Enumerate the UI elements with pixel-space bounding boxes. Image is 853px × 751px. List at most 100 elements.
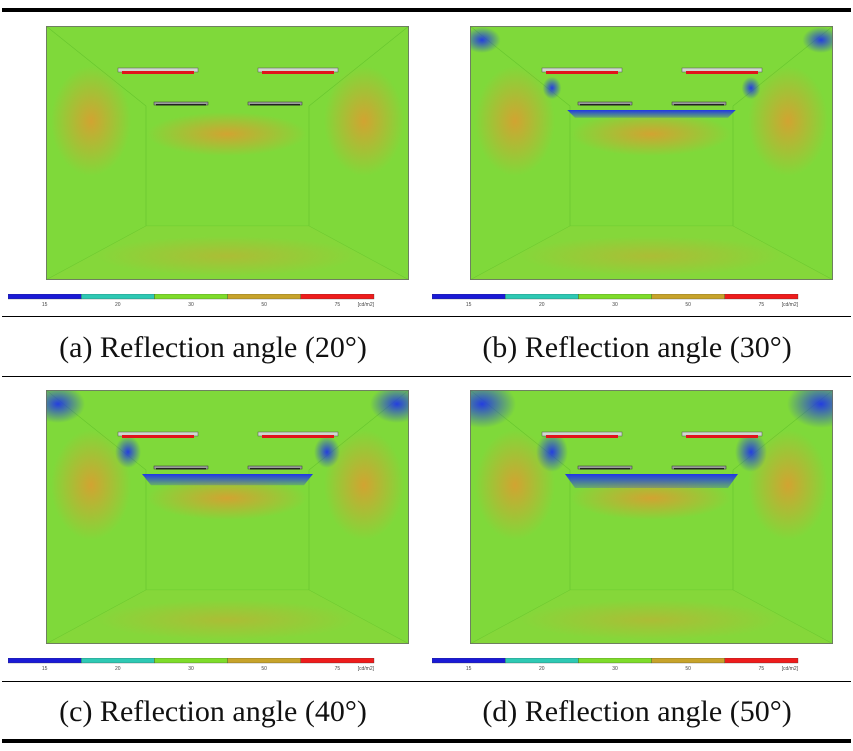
colorbar-seg-a-2 — [154, 294, 228, 300]
blue-band-b — [567, 110, 736, 118]
colorbar-seg-d-4 — [724, 658, 799, 664]
blue-corner-tr-d — [787, 390, 833, 428]
fixture-bottom-dark-d-0 — [580, 468, 630, 470]
separator-rule-1 — [2, 316, 851, 317]
colorbar-c: 15 20 30 50 75 [cd/m2] — [8, 658, 375, 672]
render-border-a — [46, 26, 409, 280]
glow-floor-b — [521, 236, 781, 276]
fixtures-d — [541, 431, 763, 470]
colorbar-unit-c: [cd/m2] — [358, 666, 375, 672]
colorbar-tick-a-4: 75 — [335, 302, 341, 308]
glow-floor-a — [97, 236, 357, 276]
blue-band-c — [142, 474, 313, 486]
fixture-bottom-dark-c-1 — [250, 468, 300, 470]
fixture-top-red-b-1 — [686, 71, 758, 74]
glow-back-c — [147, 476, 307, 520]
caption-b: (b) Reflection angle (30°) — [482, 331, 792, 364]
fixture-top-red-b-0 — [546, 71, 618, 74]
fixture-top-red-c-0 — [122, 435, 194, 438]
colorbar-seg-a-1 — [81, 294, 155, 300]
render-d — [470, 390, 833, 644]
top-rule — [2, 8, 851, 12]
separator-rule-2 — [2, 376, 851, 377]
colorbar-tick-a-2: 30 — [188, 302, 194, 308]
colorbar-seg-c-2 — [154, 658, 228, 664]
blue-corner-tl-c — [46, 390, 85, 423]
colorbar-seg-c-4 — [300, 658, 375, 664]
colorbar-seg-d-2 — [578, 658, 652, 664]
blue-wall-l-c — [115, 436, 141, 468]
colorbar-tick-c-2: 30 — [188, 666, 194, 672]
colorbar-seg-d-3 — [651, 658, 725, 664]
glow-right-d — [748, 430, 828, 540]
panel-d: 15 20 30 50 75 [cd/m2] — [424, 378, 850, 678]
blue-corner-tr-b — [802, 27, 833, 53]
fixtures-c — [117, 431, 339, 470]
colorbar-tick-d-3: 50 — [685, 666, 691, 672]
bottom-rule — [2, 739, 851, 743]
fixture-bottom-dark-b-1 — [674, 104, 724, 106]
panel-b: 15 20 30 50 75 [cd/m2] — [424, 14, 850, 314]
colorbar-tick-a-0: 15 — [42, 302, 48, 308]
glow-floor-c — [97, 600, 357, 640]
blue-wall-r-b — [741, 76, 761, 100]
colorbar-seg-b-4 — [724, 294, 799, 300]
colorbar-tick-d-1: 20 — [539, 666, 545, 672]
colorbar-seg-b-3 — [651, 294, 725, 300]
caption-a: (a) Reflection angle (20°) — [59, 331, 367, 364]
panel-c: 15 20 30 50 75 [cd/m2] — [0, 378, 426, 678]
render-border-b — [470, 26, 833, 280]
blue-wall-l-b — [542, 76, 562, 100]
colorbar-seg-d-0 — [432, 658, 506, 664]
glow-back-b — [571, 112, 731, 156]
panel-a: 15 20 30 50 75 [cd/m2] — [0, 14, 426, 314]
glow-left-a — [51, 66, 131, 176]
colorbar-tick-b-1: 20 — [539, 302, 545, 308]
colorbar-tick-c-1: 20 — [115, 666, 121, 672]
colorbar-seg-c-0 — [8, 658, 82, 664]
caption-c: (c) Reflection angle (40°) — [59, 695, 367, 728]
glow-left-d — [475, 430, 555, 540]
colorbar-seg-b-0 — [432, 294, 506, 300]
glow-right-c — [324, 430, 404, 540]
glow-floor-d — [521, 600, 781, 640]
blue-band-d — [565, 474, 738, 488]
glow-right-a — [324, 66, 404, 176]
render-b — [470, 26, 833, 280]
colorbar-tick-c-3: 50 — [261, 666, 267, 672]
render-a — [46, 26, 409, 280]
colorbar-unit-a: [cd/m2] — [358, 302, 375, 308]
colorbar-tick-b-0: 15 — [466, 302, 472, 308]
fixtures-a — [117, 67, 339, 106]
separator-rule-3 — [2, 681, 851, 682]
glow-left-b — [475, 66, 555, 176]
colorbar-seg-a-0 — [8, 294, 82, 300]
colorbar-seg-d-1 — [505, 658, 579, 664]
colorbar-seg-c-1 — [81, 658, 155, 664]
blue-corner-tl-b — [470, 27, 501, 53]
glow-right-b — [748, 66, 828, 176]
fixture-bottom-dark-c-0 — [156, 468, 206, 470]
colorbar-tick-d-0: 15 — [466, 666, 472, 672]
colorbar-seg-a-4 — [300, 294, 375, 300]
colorbar-tick-b-3: 50 — [685, 302, 691, 308]
colorbar-unit-b: [cd/m2] — [782, 302, 799, 308]
colorbar-tick-a-1: 20 — [115, 302, 121, 308]
blue-wall-r-d — [735, 432, 767, 472]
fixture-top-red-a-1 — [262, 71, 334, 74]
blue-wall-l-d — [536, 432, 568, 472]
caption-d: (d) Reflection angle (50°) — [482, 695, 792, 728]
render-c — [46, 390, 409, 644]
colorbar-seg-c-3 — [227, 658, 301, 664]
fixture-top-red-c-1 — [262, 435, 334, 438]
colorbar-tick-b-4: 75 — [759, 302, 765, 308]
colorbar-tick-b-2: 30 — [612, 302, 618, 308]
colorbar-seg-a-3 — [227, 294, 301, 300]
fixture-top-red-d-1 — [686, 435, 758, 438]
colorbar-tick-c-0: 15 — [42, 666, 48, 672]
blue-corner-tr-c — [370, 390, 409, 423]
glow-left-c — [51, 430, 131, 540]
fixture-bottom-dark-a-1 — [250, 104, 300, 106]
render-border-d — [470, 390, 833, 644]
colorbar-seg-b-1 — [505, 294, 579, 300]
